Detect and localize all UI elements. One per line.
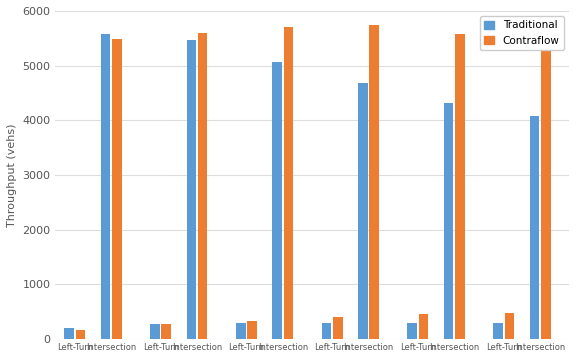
Bar	[101, 34, 111, 339]
Bar	[272, 62, 282, 339]
Bar	[529, 116, 539, 339]
Bar	[505, 313, 514, 339]
Bar	[322, 323, 331, 339]
Bar	[198, 33, 207, 339]
Bar	[65, 328, 74, 339]
Bar	[333, 317, 343, 339]
Bar	[541, 49, 551, 339]
Bar	[407, 323, 417, 339]
Bar	[150, 324, 160, 339]
Bar	[419, 314, 429, 339]
Bar	[493, 323, 503, 339]
Y-axis label: Throughput (vehs): Throughput (vehs)	[7, 123, 17, 227]
Bar	[187, 40, 196, 339]
Bar	[444, 103, 453, 339]
Bar	[75, 330, 85, 339]
Bar	[358, 83, 367, 339]
Legend: Traditional, Contraflow: Traditional, Contraflow	[480, 16, 564, 50]
Bar	[369, 25, 379, 339]
Bar	[247, 321, 257, 339]
Bar	[112, 39, 122, 339]
Bar	[161, 324, 171, 339]
Bar	[455, 34, 465, 339]
Bar	[283, 27, 293, 339]
Bar	[236, 323, 245, 339]
